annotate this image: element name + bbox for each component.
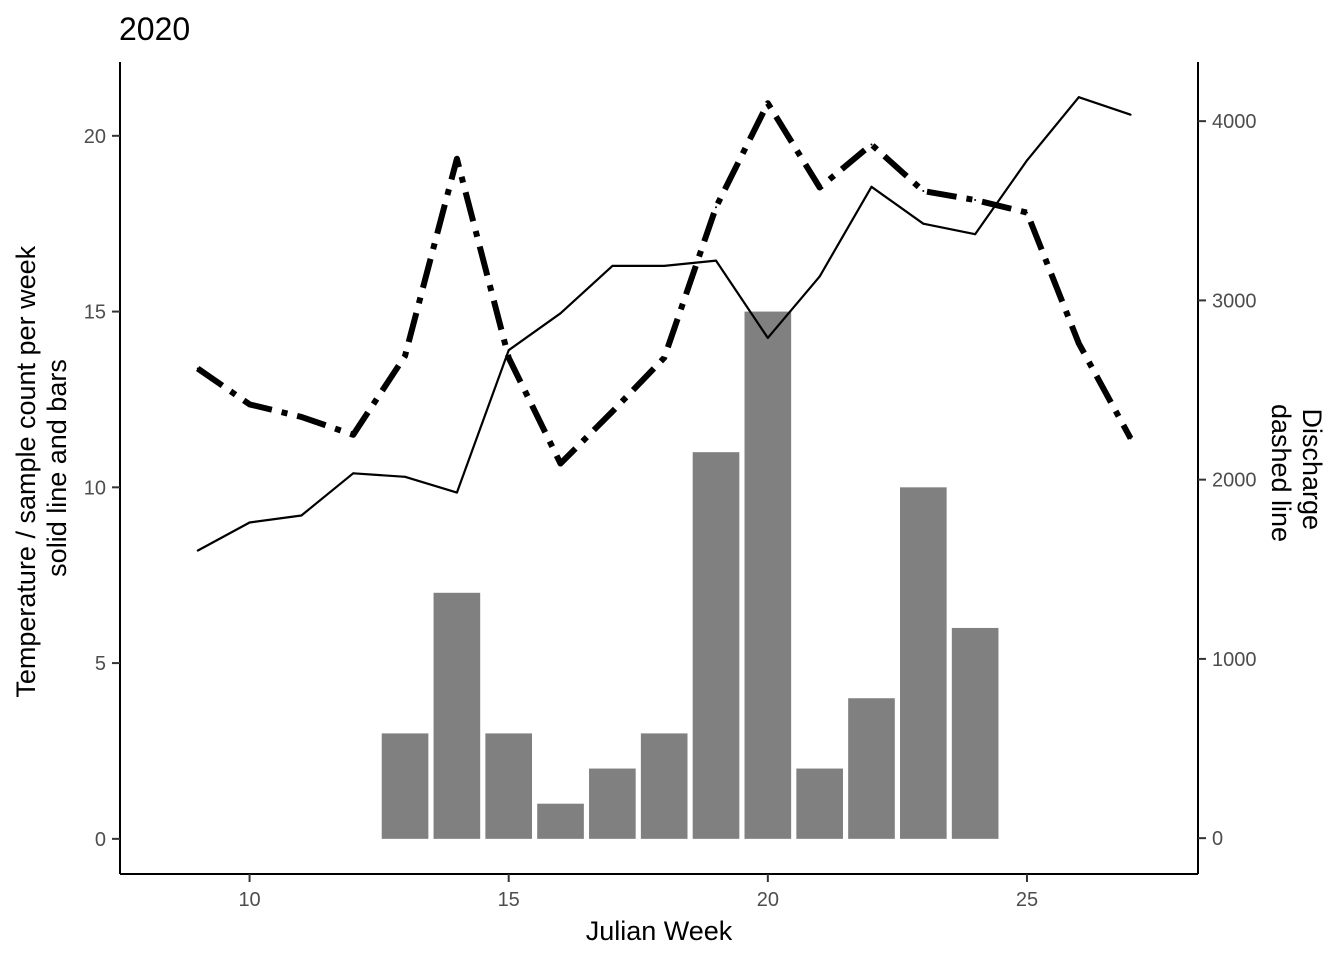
y-axis-label: Temperature / sample count per week soli…	[11, 238, 72, 697]
y-tick-label: 10	[84, 477, 106, 499]
temperature-point-week-25	[1025, 159, 1028, 162]
x-tick-label: 15	[498, 889, 520, 911]
bar-week-23	[899, 487, 947, 839]
temperature-point-week-18	[663, 264, 666, 267]
temperature-point-week-11	[300, 514, 303, 517]
bar-week-15	[485, 733, 533, 839]
discharge-point-week-17	[611, 410, 614, 413]
y-tick-label: 5	[95, 653, 106, 675]
x-axis-label: Julian Week	[586, 916, 733, 946]
bar-week-16	[537, 803, 584, 839]
discharge-point-week-14	[455, 157, 458, 160]
discharge-line	[195, 100, 1134, 467]
discharge-point-week-19	[715, 206, 718, 209]
y2-tick-label: 1000	[1212, 649, 1257, 671]
y2-tick-label: 0	[1212, 828, 1223, 850]
bar-week-18	[640, 733, 688, 839]
temperature-point-week-24	[974, 233, 977, 236]
discharge-point-week-23	[922, 190, 925, 193]
discharge-point-week-15	[507, 356, 510, 359]
temperature-point-week-10	[248, 521, 251, 524]
bar-week-20	[744, 311, 792, 839]
bar-week-24	[951, 627, 999, 839]
temperature-point-week-9	[196, 549, 199, 552]
bar-week-13	[381, 733, 429, 839]
temperature-point-week-21	[818, 275, 821, 278]
x-tick-label: 25	[1016, 889, 1038, 911]
bar-week-19	[692, 452, 740, 839]
temperature-point-week-12	[352, 472, 355, 475]
discharge-point-week-20	[766, 102, 769, 105]
discharge-point-week-26	[1077, 342, 1080, 345]
y2-tick-label: 4000	[1212, 111, 1257, 133]
discharge-point-week-24	[974, 199, 977, 202]
temperature-point-week-17	[611, 264, 614, 267]
y2-tick-label: 2000	[1212, 470, 1257, 492]
temperature-point-week-13	[404, 475, 407, 478]
chart-title: 2020	[119, 11, 190, 47]
discharge-point-week-18	[663, 356, 666, 359]
y2-tick-label: 3000	[1212, 290, 1257, 312]
temperature-point-week-22	[870, 185, 873, 188]
temperature-point-week-14	[455, 491, 458, 494]
y-tick-label: 0	[95, 829, 106, 851]
discharge-point-week-13	[404, 354, 407, 357]
discharge-point-week-25	[1025, 211, 1028, 214]
discharge-point-week-11	[300, 415, 303, 418]
temperature-point-week-20	[766, 336, 769, 339]
temperature-point-week-27	[1129, 113, 1132, 116]
plot-area	[195, 96, 1134, 839]
discharge-point-week-22	[870, 143, 873, 146]
discharge-point-week-10	[248, 403, 251, 406]
bar-week-21	[796, 768, 843, 839]
temperature-point-week-15	[507, 349, 510, 352]
discharge-point-week-16	[559, 462, 562, 465]
discharge-point-week-21	[818, 186, 821, 189]
bar-week-14	[433, 592, 481, 839]
temperature-point-week-19	[715, 259, 718, 262]
y2-axis-label-line-2: dashed line	[1266, 404, 1296, 542]
discharge-point-week-12	[352, 433, 355, 436]
bar-week-22	[848, 698, 895, 839]
y-axis-label-line-1: Temperature / sample count per week	[11, 245, 41, 697]
bar-week-17	[589, 768, 636, 839]
y-tick-label: 20	[84, 126, 106, 148]
axes-ticks: 10 15 20 25 0 5 10 15 20 0 1000 2000 3000 4000	[84, 111, 1257, 911]
temperature-line	[197, 96, 1131, 552]
x-tick-label: 10	[238, 889, 260, 911]
y2-axis-label: Discharge dashed line	[1266, 404, 1327, 542]
discharge-point-week-27	[1129, 437, 1132, 440]
y-tick-label: 15	[84, 302, 106, 324]
y2-axis-label-line-1: Discharge	[1297, 408, 1327, 530]
y-axis-label-line-2: solid line and bars	[42, 359, 72, 577]
temperature-point-week-16	[559, 312, 562, 315]
temperature-point-week-23	[922, 222, 925, 225]
temperature-point-week-26	[1077, 96, 1080, 99]
discharge-point-week-9	[196, 367, 199, 370]
x-tick-label: 20	[757, 889, 779, 911]
